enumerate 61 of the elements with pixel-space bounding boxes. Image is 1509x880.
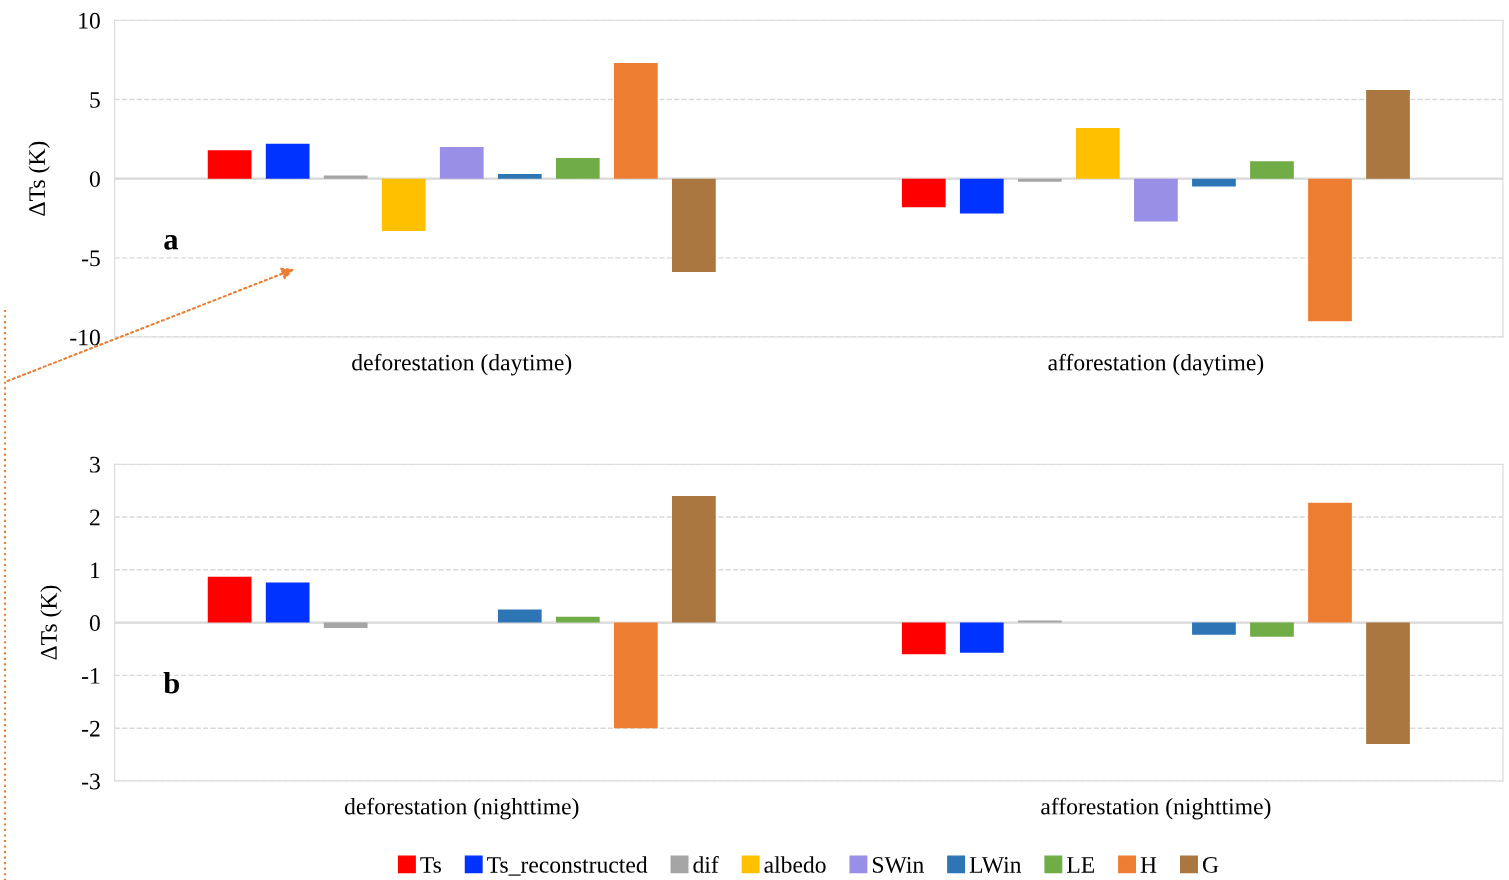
legend-label: dif: [693, 856, 719, 873]
bar: [1366, 622, 1410, 745]
bar: [323, 622, 368, 628]
y-axis-title: ΔTs (K): [28, 141, 50, 216]
y-tick-label: 3: [90, 456, 100, 473]
legend-label: LWin: [969, 857, 1022, 873]
bar: [672, 178, 716, 273]
y-tick-label: 5: [90, 92, 100, 108]
y-tick-label: 0: [89, 171, 100, 188]
legend-label: Ts_reconstructed: [487, 856, 648, 876]
bar: [207, 150, 252, 179]
bar: [439, 146, 484, 179]
bar: [1192, 622, 1236, 635]
bar: [381, 178, 426, 231]
bar: [1250, 161, 1294, 179]
bar: [901, 178, 946, 208]
y-tick-label: -10: [70, 329, 100, 346]
legend-label: albedo: [764, 856, 826, 873]
legend-label: H: [1140, 857, 1157, 873]
bar: [1250, 622, 1294, 637]
bar: [959, 622, 1004, 653]
x-tick-label: deforestation (nighttime): [344, 797, 579, 820]
x-tick-label: deforestation (daytime): [352, 353, 572, 376]
legend-label: LE: [1067, 857, 1095, 873]
y-tick-label: 10: [79, 12, 100, 29]
bar: [1308, 502, 1352, 623]
bar: [901, 622, 946, 655]
legend-label: Ts: [420, 857, 441, 873]
annotation: a: [164, 235, 179, 250]
bar: [1076, 127, 1120, 179]
bar: [207, 576, 252, 623]
bar: [497, 609, 542, 623]
bar: [265, 143, 310, 179]
bar: [555, 616, 600, 623]
legend-label: SWin: [872, 857, 924, 873]
bar: [1134, 178, 1178, 222]
y-tick-label: 1: [91, 562, 100, 578]
y-tick-label: 2: [90, 509, 100, 526]
y-tick-label: -5: [82, 250, 100, 267]
bar: [323, 175, 368, 179]
y-tick-label: 0: [89, 615, 100, 632]
y-tick-label: -3: [82, 773, 100, 790]
y-tick-label: -2: [82, 720, 100, 737]
bar: [555, 158, 600, 179]
bar: [1308, 178, 1352, 322]
bar: [1017, 178, 1062, 182]
x-tick-label: afforestation (nighttime): [1041, 797, 1271, 820]
bar: [613, 63, 658, 179]
bar: [672, 495, 716, 623]
bar: [1017, 620, 1062, 623]
bar: [1192, 178, 1236, 187]
annotation: b: [163, 672, 180, 694]
y-axis-title: ΔTs (K): [40, 585, 62, 660]
legend-label: G: [1202, 857, 1219, 873]
bar: [613, 622, 658, 729]
bar: [1366, 89, 1410, 179]
x-tick-label: afforestation (daytime): [1048, 353, 1264, 376]
bar: [497, 173, 542, 179]
bar: [959, 178, 1004, 214]
bar: [265, 582, 310, 623]
y-tick-label: -1: [82, 668, 100, 684]
